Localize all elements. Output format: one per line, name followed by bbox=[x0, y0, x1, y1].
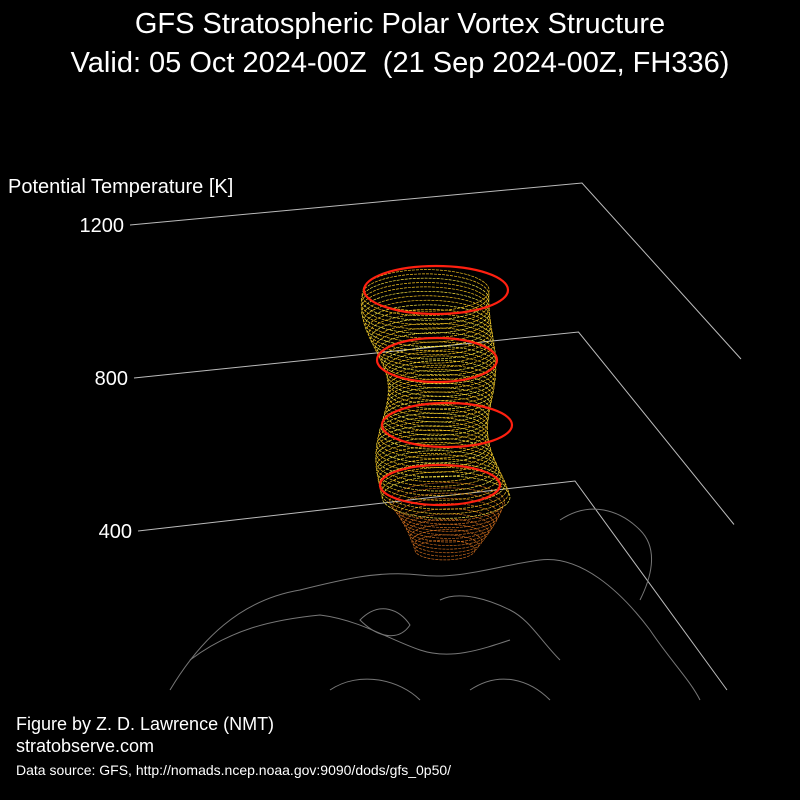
vortex bbox=[360, 264, 514, 561]
z-axis-label: Potential Temperature [K] bbox=[8, 176, 233, 198]
grid bbox=[133, 331, 735, 525]
contour-highlight bbox=[380, 401, 514, 449]
contour bbox=[387, 364, 496, 401]
contour bbox=[361, 290, 490, 334]
contour-highlight bbox=[375, 336, 499, 384]
contour bbox=[361, 277, 490, 321]
contour bbox=[380, 408, 489, 445]
data-source: Data source: GFS, http://nomads.ncep.noa… bbox=[16, 762, 451, 778]
contour bbox=[372, 322, 495, 364]
contour bbox=[386, 360, 496, 397]
contour bbox=[375, 446, 498, 487]
contour bbox=[389, 482, 505, 521]
chart-subtitle: Valid: 05 Oct 2024-00Z (21 Sep 2024-00Z,… bbox=[71, 47, 730, 79]
contour bbox=[376, 454, 502, 496]
coastline bbox=[559, 508, 653, 601]
contour bbox=[364, 304, 492, 347]
grid-line bbox=[133, 331, 735, 525]
website: stratobserve.com bbox=[16, 736, 154, 756]
coastline bbox=[439, 595, 561, 661]
contour-highlight bbox=[378, 463, 502, 507]
contour bbox=[360, 282, 490, 326]
contour bbox=[375, 433, 493, 473]
contour bbox=[375, 441, 496, 483]
coastline bbox=[169, 559, 701, 701]
contour bbox=[386, 387, 491, 423]
coastline bbox=[189, 614, 511, 661]
grid-line bbox=[129, 182, 742, 360]
contour bbox=[387, 378, 493, 414]
contour bbox=[374, 327, 495, 368]
contour bbox=[377, 332, 496, 372]
contour bbox=[370, 318, 494, 360]
contour bbox=[377, 421, 489, 459]
coastline bbox=[329, 678, 551, 701]
contour bbox=[376, 450, 500, 492]
contour bbox=[384, 396, 490, 432]
contour bbox=[411, 529, 483, 554]
grid bbox=[137, 480, 728, 691]
contour bbox=[401, 503, 498, 536]
contour bbox=[384, 350, 497, 389]
contour bbox=[387, 373, 494, 410]
contour bbox=[362, 269, 490, 312]
z-tick-label: 800 bbox=[95, 368, 128, 390]
contour bbox=[387, 369, 495, 406]
coastline bbox=[359, 608, 411, 637]
z-tick-label: 400 bbox=[99, 521, 132, 543]
contour bbox=[375, 437, 494, 478]
contour bbox=[377, 458, 504, 501]
contour bbox=[360, 286, 490, 330]
contour bbox=[361, 273, 490, 317]
contour bbox=[403, 508, 495, 539]
contour bbox=[376, 425, 490, 464]
chart-title: GFS Stratospheric Polar Vortex Structure bbox=[135, 8, 665, 40]
contour bbox=[379, 413, 489, 450]
coastlines bbox=[169, 508, 701, 701]
contour bbox=[387, 382, 492, 418]
grid bbox=[129, 182, 742, 360]
contour bbox=[375, 429, 491, 469]
contour-highlight bbox=[362, 264, 510, 316]
z-tick-label: 1200 bbox=[80, 215, 125, 237]
credit: Figure by Z. D. Lawrence (NMT) bbox=[16, 714, 274, 734]
grid-line bbox=[137, 480, 728, 691]
contour bbox=[366, 309, 493, 351]
